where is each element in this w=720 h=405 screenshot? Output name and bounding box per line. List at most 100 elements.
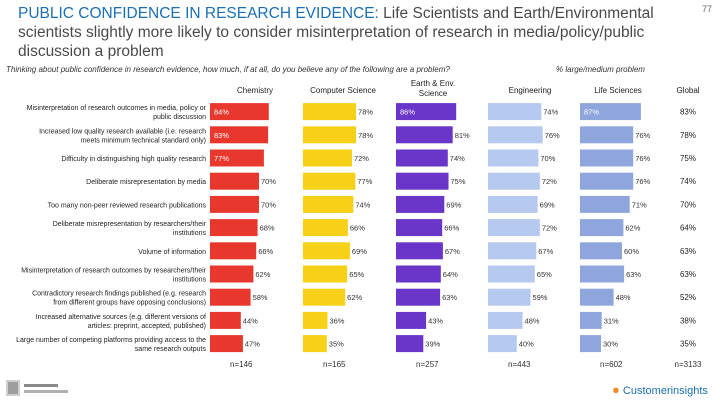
global-value-5: 70% (680, 200, 696, 209)
chemistry-value-4: 70% (261, 177, 276, 186)
computer-science-bar-6 (303, 219, 348, 237)
earth-env-science-value-11: 39% (425, 340, 440, 349)
computer-science-value-9: 62% (347, 293, 362, 302)
earth-env-science-header-line-1: Earth & Env. (411, 79, 455, 88)
chemistry-value-5: 70% (261, 200, 276, 209)
computer-science-value-4: 77% (357, 177, 372, 186)
life-sciences-bar-11 (580, 335, 601, 353)
computer-science-bar-2 (303, 126, 357, 144)
chemistry-bar-4 (210, 172, 259, 190)
engineering-value-9: 59% (532, 293, 547, 302)
computer-science-value-1: 78% (358, 108, 373, 117)
global-value-1: 83% (680, 108, 696, 117)
engineering-value-2: 76% (545, 131, 560, 140)
computer-science-bar-7 (303, 242, 350, 260)
category-label-6-line-2: institutions (173, 230, 207, 237)
computer-science-value-5: 74% (355, 200, 370, 209)
brand-name: Customerinsights (622, 385, 708, 397)
chemistry-value-1: 84% (214, 108, 229, 117)
engineering-value-10: 48% (525, 316, 540, 325)
category-label-5: Too many non-peer reviewed research publ… (48, 202, 207, 209)
life-sciences-sample-size: n=602 (600, 360, 623, 369)
category-label-3: Difficulty in distinguishing high qualit… (61, 156, 206, 163)
computer-science-bar-10 (303, 311, 328, 329)
chemistry-bar-5 (210, 195, 259, 213)
life-sciences-value-6: 62% (625, 224, 640, 233)
category-label-6-line-1: Deliberate misrepresentation by research… (53, 221, 207, 228)
chemistry-value-6: 68% (260, 224, 275, 233)
engineering-bar-10 (488, 311, 523, 329)
engineering-value-8: 65% (537, 270, 552, 279)
global-value-3: 75% (680, 154, 696, 163)
life-sciences-bar-9 (580, 288, 614, 306)
engineering-value-5: 69% (540, 200, 555, 209)
title-rest: Life Scientists and Earth/Environmental … (18, 5, 654, 60)
earth-env-science-value-7: 67% (445, 247, 460, 256)
earth-env-science-bar-8 (396, 265, 441, 283)
earth-env-science-bar-5 (396, 195, 445, 213)
category-label-2-line-1: Increased low quality research available… (39, 128, 206, 135)
engineering-bar-7 (488, 242, 537, 260)
engineering-bar-5 (488, 195, 538, 213)
chemistry-bar-10 (210, 311, 241, 329)
brand-dot-icon: ● (612, 382, 620, 397)
category-label-11-line-1: Large number of competing platforms prov… (16, 337, 206, 344)
category-label-9-line-1: Contradictory research findings publishe… (32, 291, 206, 298)
computer-science-value-8: 65% (349, 270, 364, 279)
category-label-2-line-2: meets minimum technical standard only) (81, 137, 206, 144)
global-value-9: 52% (680, 293, 696, 302)
computer-science-bar-8 (303, 265, 348, 283)
category-label-8-line-2: institutions (173, 277, 207, 284)
chemistry-bar-9 (210, 288, 251, 306)
earth-env-science-bar-6 (396, 219, 443, 237)
life-sciences-value-10: 31% (604, 316, 619, 325)
global-value-11: 35% (680, 340, 696, 349)
computer-science-header: Computer Science (310, 86, 376, 95)
chemistry-header: Chemistry (237, 86, 273, 95)
earth-env-science-sample-size: n=257 (416, 360, 439, 369)
computer-science-sample-size: n=165 (323, 360, 346, 369)
survey-question: Thinking about public confidence in rese… (6, 65, 450, 74)
life-sciences-value-9: 48% (616, 293, 631, 302)
title-lead: PUBLIC CONFIDENCE IN RESEARCH EVIDENCE: (18, 5, 379, 22)
percent-note: % large/medium problem (556, 65, 645, 74)
computer-science-value-7: 69% (352, 247, 367, 256)
life-sciences-bar-10 (580, 311, 602, 329)
category-label-7: Volume of information (138, 249, 206, 256)
chemistry-bar-2 (210, 126, 269, 144)
life-sciences-bar-6 (580, 219, 624, 237)
earth-env-science-value-8: 64% (443, 270, 458, 279)
chemistry-bar-7 (210, 242, 257, 260)
engineering-sample-size: n=443 (508, 360, 531, 369)
earth-env-science-value-9: 63% (442, 293, 457, 302)
chemistry-value-8: 62% (255, 270, 270, 279)
page-number: 77 (701, 4, 712, 14)
earth-env-science-value-1: 86% (400, 108, 415, 117)
global-value-10: 38% (680, 316, 696, 325)
chemistry-sample-size: n=146 (230, 360, 253, 369)
earth-env-science-value-2: 81% (455, 131, 470, 140)
life-sciences-value-4: 76% (635, 177, 650, 186)
engineering-value-4: 72% (542, 177, 557, 186)
global-header: Global (676, 86, 699, 95)
life-sciences-value-3: 76% (635, 154, 650, 163)
chemistry-value-7: 66% (258, 247, 273, 256)
global-value-4: 74% (680, 177, 696, 186)
chemistry-value-10: 44% (243, 316, 258, 325)
earth-env-science-bar-7 (396, 242, 443, 260)
earth-env-science-bar-2 (396, 126, 453, 144)
earth-env-science-bar-1 (396, 103, 457, 121)
life-sciences-value-11: 30% (603, 340, 618, 349)
engineering-bar-4 (488, 172, 540, 190)
engineering-value-11: 40% (519, 340, 534, 349)
engineering-value-1: 74% (543, 108, 558, 117)
global-sample-size: n=3133 (675, 360, 702, 369)
life-sciences-header: Life Sciences (594, 86, 642, 95)
computer-science-value-11: 35% (329, 340, 344, 349)
category-label-10-line-2: articles: preprint, accepted, published) (88, 323, 206, 330)
earth-env-science-value-5: 69% (446, 200, 461, 209)
chemistry-value-9: 58% (253, 293, 268, 302)
earth-env-science-bar-11 (396, 335, 424, 353)
life-sciences-value-2: 76% (635, 131, 650, 140)
sense-about-science-logo (6, 380, 68, 396)
